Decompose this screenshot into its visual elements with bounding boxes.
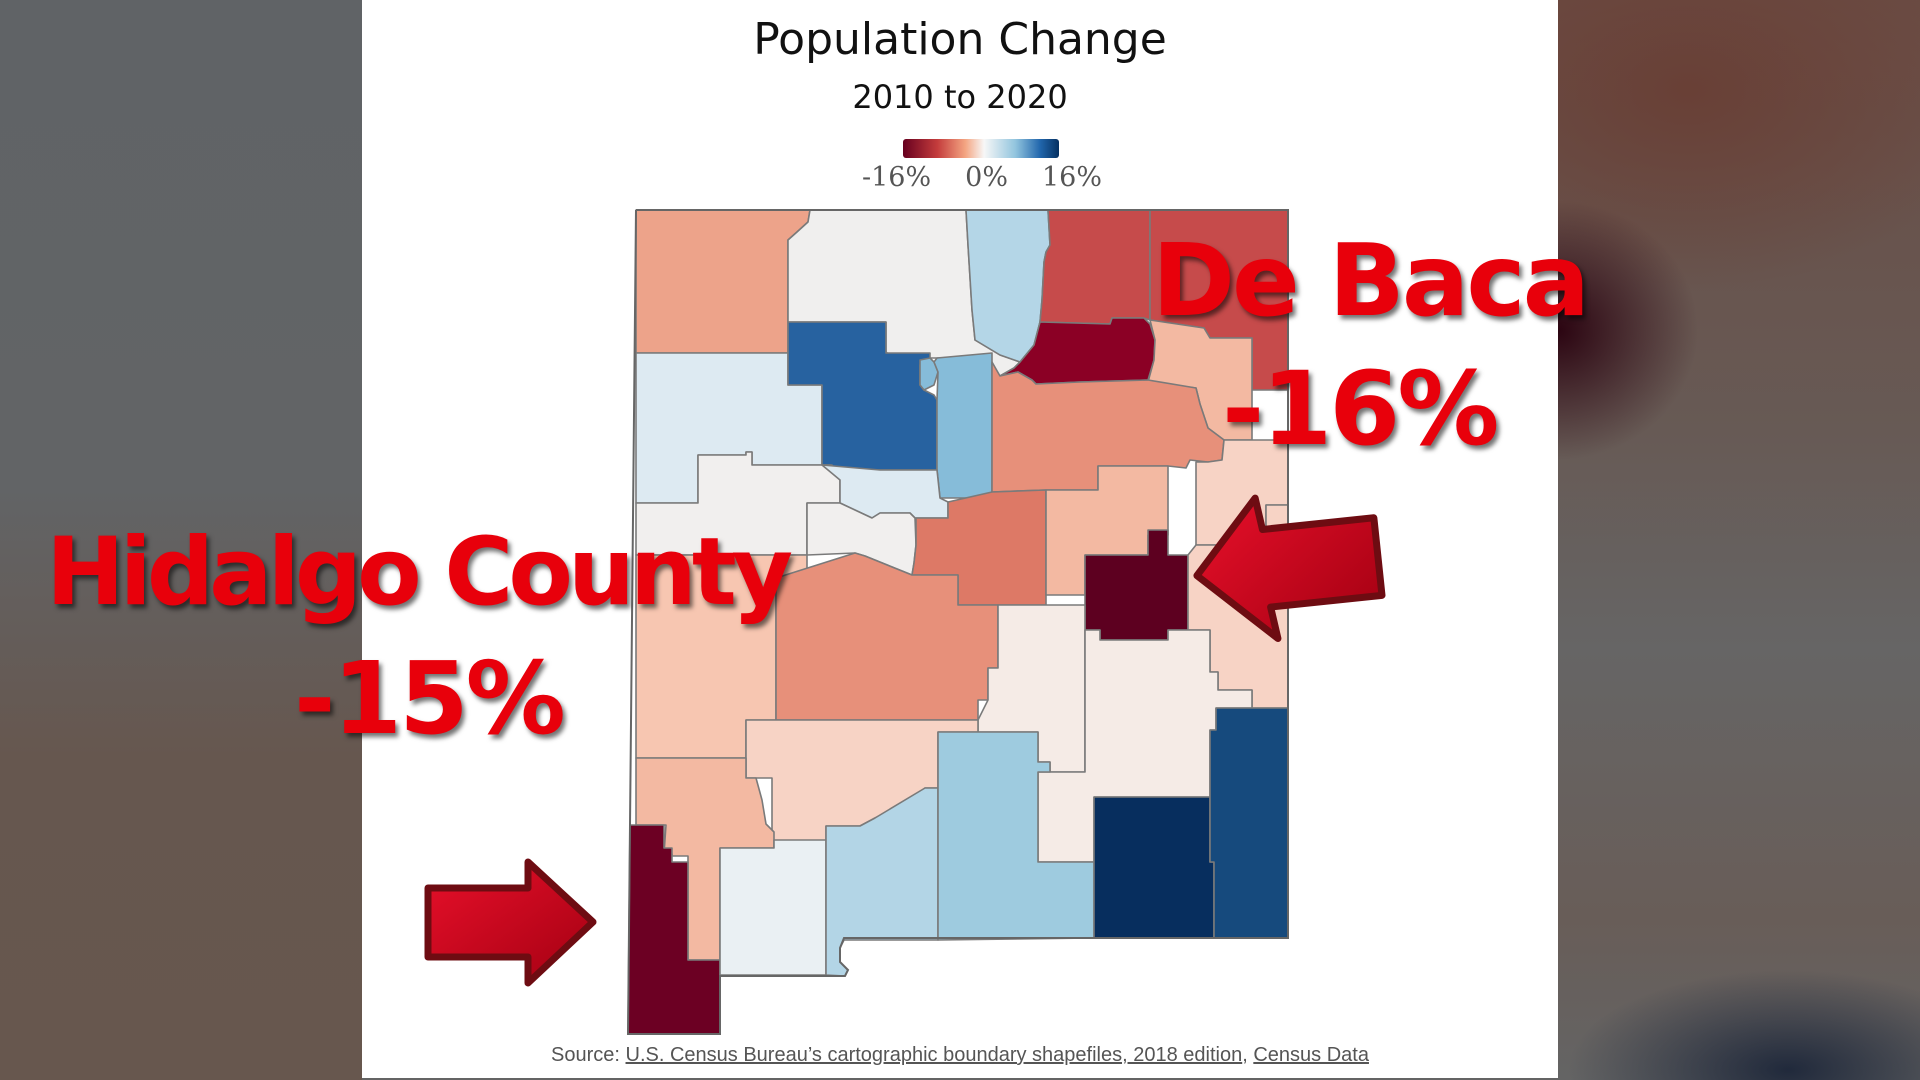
legend-color-scale	[903, 139, 1059, 158]
county-luna	[719, 839, 827, 976]
legend-labels: -16% 0% 16%	[862, 162, 1102, 193]
source-caption: Source: U.S. Census Bureau’s cartographi…	[362, 1044, 1558, 1067]
legend-min-label: -16%	[862, 162, 932, 193]
blurred-background-left	[0, 0, 362, 1080]
legend-mid-label: 0%	[965, 162, 1008, 193]
source-link-census-shapefiles[interactable]: U.S. Census Bureau’s cartographic bounda…	[625, 1044, 1243, 1066]
arrow-right-icon	[424, 858, 597, 987]
county-los-alamos	[919, 357, 939, 391]
county-sandoval	[787, 321, 938, 471]
legend-max-label: 16%	[1041, 162, 1102, 193]
county-san-juan	[635, 209, 811, 354]
state-outline	[626, 209, 1289, 1035]
county-colfax	[1039, 209, 1151, 325]
callout-de-baca-value: -16%	[1222, 350, 1499, 469]
chart-title: Population Change	[753, 14, 1167, 65]
callout-hidalgo-value: -15%	[294, 640, 566, 757]
source-link-census-data[interactable]: Census Data	[1253, 1044, 1369, 1066]
source-prefix: Source:	[551, 1044, 626, 1066]
callout-hidalgo-name: Hidalgo County	[46, 518, 793, 627]
callout-de-baca-name: De Baca	[1152, 222, 1590, 339]
blurred-background-right	[1558, 0, 1920, 1080]
county-lea	[1209, 707, 1289, 939]
arrow-left-icon	[1193, 494, 1386, 642]
source-separator: ,	[1242, 1044, 1254, 1066]
county-santa-fe	[933, 352, 993, 499]
chart-subtitle: 2010 to 2020	[852, 78, 1068, 116]
county-eddy	[1093, 796, 1215, 939]
